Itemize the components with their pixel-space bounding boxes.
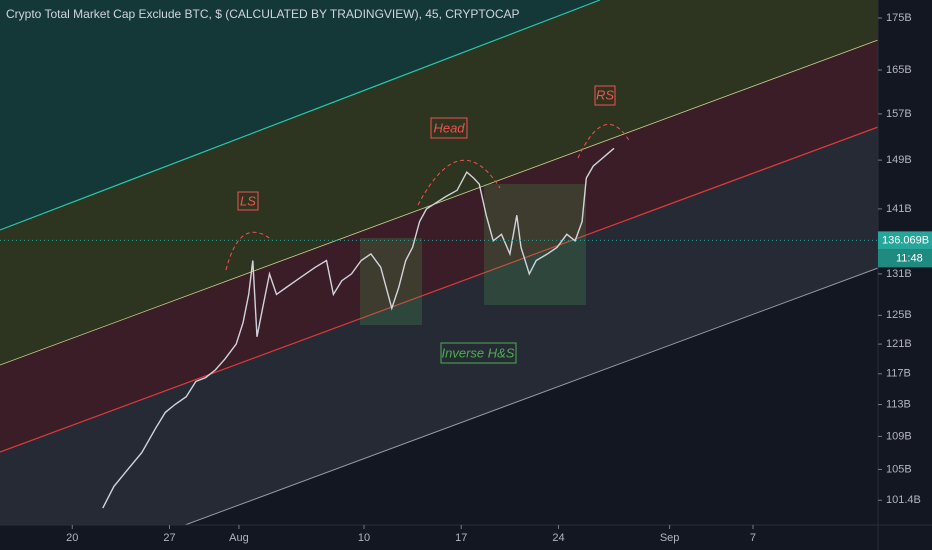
annotation: Inverse H&S (442, 345, 515, 360)
y-tick-label: 105B (886, 463, 912, 475)
olive-zone (0, 0, 878, 365)
last-price-label: 136.069B (882, 234, 929, 246)
annotation: RS (596, 87, 614, 102)
x-tick-label: 24 (552, 532, 564, 544)
chart-title: Crypto Total Market Cap Exclude BTC, $ (… (6, 7, 520, 21)
y-tick-label: 149B (886, 154, 912, 166)
y-tick-label: 117B (886, 368, 911, 380)
annotation-box (594, 85, 616, 106)
x-tick-label: 17 (455, 532, 467, 544)
channel-line (0, 39, 879, 366)
arc (577, 123, 631, 159)
x-tick-label: 10 (358, 532, 370, 544)
x-tick-label: 27 (163, 532, 175, 544)
x-tick-label: Sep (660, 532, 680, 544)
channel-line (184, 267, 879, 526)
y-tick-label: 175B (886, 12, 912, 24)
shoulder-box (484, 184, 586, 305)
price-line (102, 147, 615, 509)
y-tick-label: 141B (886, 203, 912, 215)
y-tick-label: 131B (886, 268, 912, 280)
y-tick-label: 121B (886, 338, 912, 350)
gray-zone (0, 127, 878, 525)
last-price-box (878, 231, 932, 250)
y-tick-label: 157B (886, 108, 912, 120)
channel-line (0, 126, 879, 453)
annotations: LS Head RS Inverse H&S (237, 85, 616, 364)
arc (225, 231, 273, 271)
y-tick-label: 125B (886, 309, 912, 321)
countdown: 11:48 (896, 252, 923, 264)
shoulder-box (360, 238, 422, 325)
annotation: Head (433, 120, 465, 135)
x-tick-label: 20 (66, 532, 78, 544)
x-tick-label: 7 (750, 532, 756, 544)
annotation-box (440, 342, 517, 364)
y-tick-label: 109B (886, 430, 912, 442)
y-tick-label: 113B (886, 398, 911, 410)
countdown-box (878, 249, 932, 268)
red-zone (0, 40, 878, 452)
arc (417, 159, 501, 206)
channel-line (0, 0, 601, 231)
y-tick-label: 101.4B (886, 494, 921, 506)
annotation-box (237, 191, 259, 211)
annotation: LS (240, 193, 256, 208)
y-tick-label: 165B (886, 64, 912, 76)
channel-zones (0, 0, 879, 526)
x-tick-label: Aug (229, 532, 249, 544)
annotation-box (430, 117, 468, 139)
